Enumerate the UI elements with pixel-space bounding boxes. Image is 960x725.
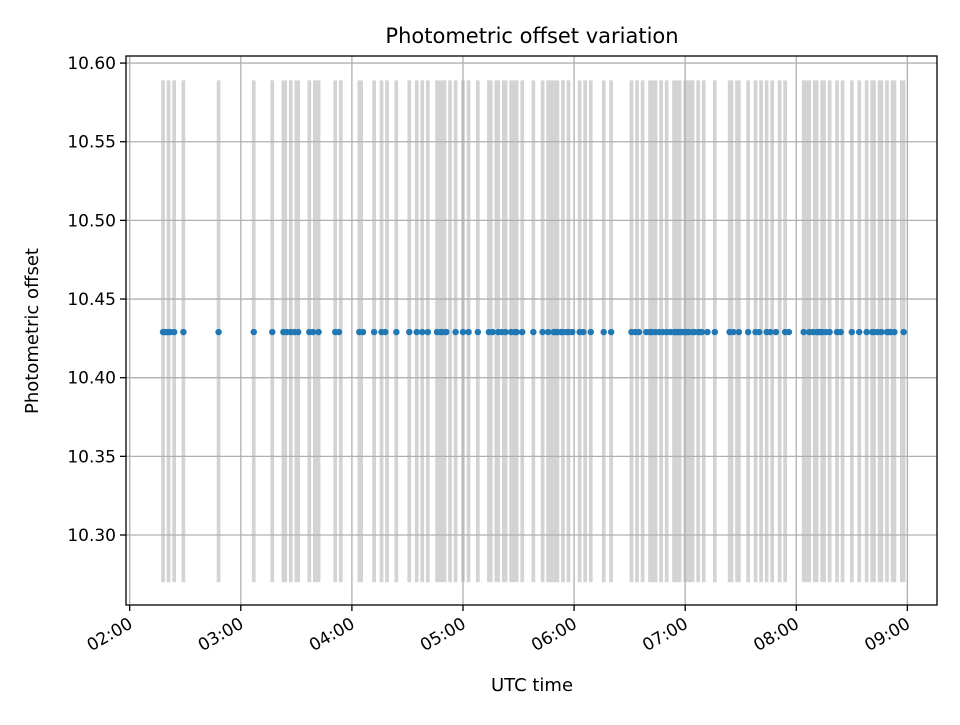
- data-point: [269, 328, 276, 336]
- data-point: [315, 328, 322, 336]
- gti-band: [448, 80, 452, 583]
- data-point: [443, 328, 450, 336]
- ticks-layer: [120, 62, 909, 611]
- data-point: [170, 328, 178, 336]
- data-point: [704, 328, 711, 336]
- y-tick-label: 10.30: [67, 526, 116, 546]
- data-point: [837, 328, 844, 336]
- gti-band: [640, 80, 645, 583]
- data-point: [730, 328, 737, 336]
- data-point: [826, 328, 833, 336]
- data-point: [513, 328, 520, 336]
- data-point: [489, 328, 496, 336]
- plot-frame: [125, 55, 938, 606]
- y-tick-label: 10.45: [67, 290, 116, 310]
- data-point: [900, 328, 907, 336]
- data-point: [587, 328, 594, 336]
- data-point: [452, 328, 459, 336]
- data-point: [465, 328, 472, 336]
- y-tick-label: 10.35: [67, 447, 116, 467]
- data-point: [370, 328, 378, 336]
- data-point: [878, 328, 885, 336]
- data-point: [772, 328, 780, 336]
- data-point: [413, 328, 420, 336]
- y-tick-label: 10.55: [67, 133, 116, 153]
- data-point: [607, 328, 615, 336]
- data-point: [294, 328, 302, 336]
- data-point: [891, 328, 898, 336]
- data-point: [635, 328, 643, 336]
- y-tick-label: 10.60: [67, 54, 116, 74]
- y-tick-label: 10.50: [67, 211, 116, 231]
- y-tick-label: 10.40: [67, 369, 116, 389]
- data-point: [544, 328, 552, 336]
- data-point: [785, 328, 793, 336]
- data-point: [180, 328, 187, 336]
- data-point: [767, 328, 774, 336]
- data-point: [863, 328, 870, 336]
- data-point: [569, 328, 576, 336]
- data-point: [756, 328, 763, 336]
- data-point: [215, 328, 222, 336]
- data-point: [744, 328, 752, 336]
- data-point: [580, 328, 587, 336]
- data-point: [474, 328, 482, 336]
- data-point: [800, 328, 807, 336]
- points-layer: [159, 328, 907, 336]
- x-axis-title: UTC time: [491, 675, 573, 696]
- data-point: [519, 328, 526, 336]
- data-point: [735, 328, 743, 336]
- data-point: [419, 328, 426, 336]
- data-point: [250, 328, 257, 336]
- data-point: [459, 328, 467, 336]
- data-point: [424, 328, 432, 336]
- data-point: [600, 328, 607, 336]
- gti-band: [777, 80, 782, 583]
- data-point: [698, 328, 706, 336]
- data-point: [502, 328, 509, 336]
- data-point: [335, 328, 343, 336]
- y-axis-title: Photometric offset: [22, 248, 43, 414]
- data-point: [359, 328, 367, 336]
- data-point: [711, 328, 719, 336]
- data-point: [856, 328, 863, 336]
- data-point: [539, 328, 546, 336]
- data-point: [406, 328, 413, 336]
- data-point: [530, 328, 537, 336]
- data-point: [382, 328, 389, 336]
- data-point: [393, 328, 400, 336]
- chart-title: Photometric offset variation: [385, 24, 678, 48]
- data-point: [309, 328, 317, 336]
- data-point: [848, 328, 856, 336]
